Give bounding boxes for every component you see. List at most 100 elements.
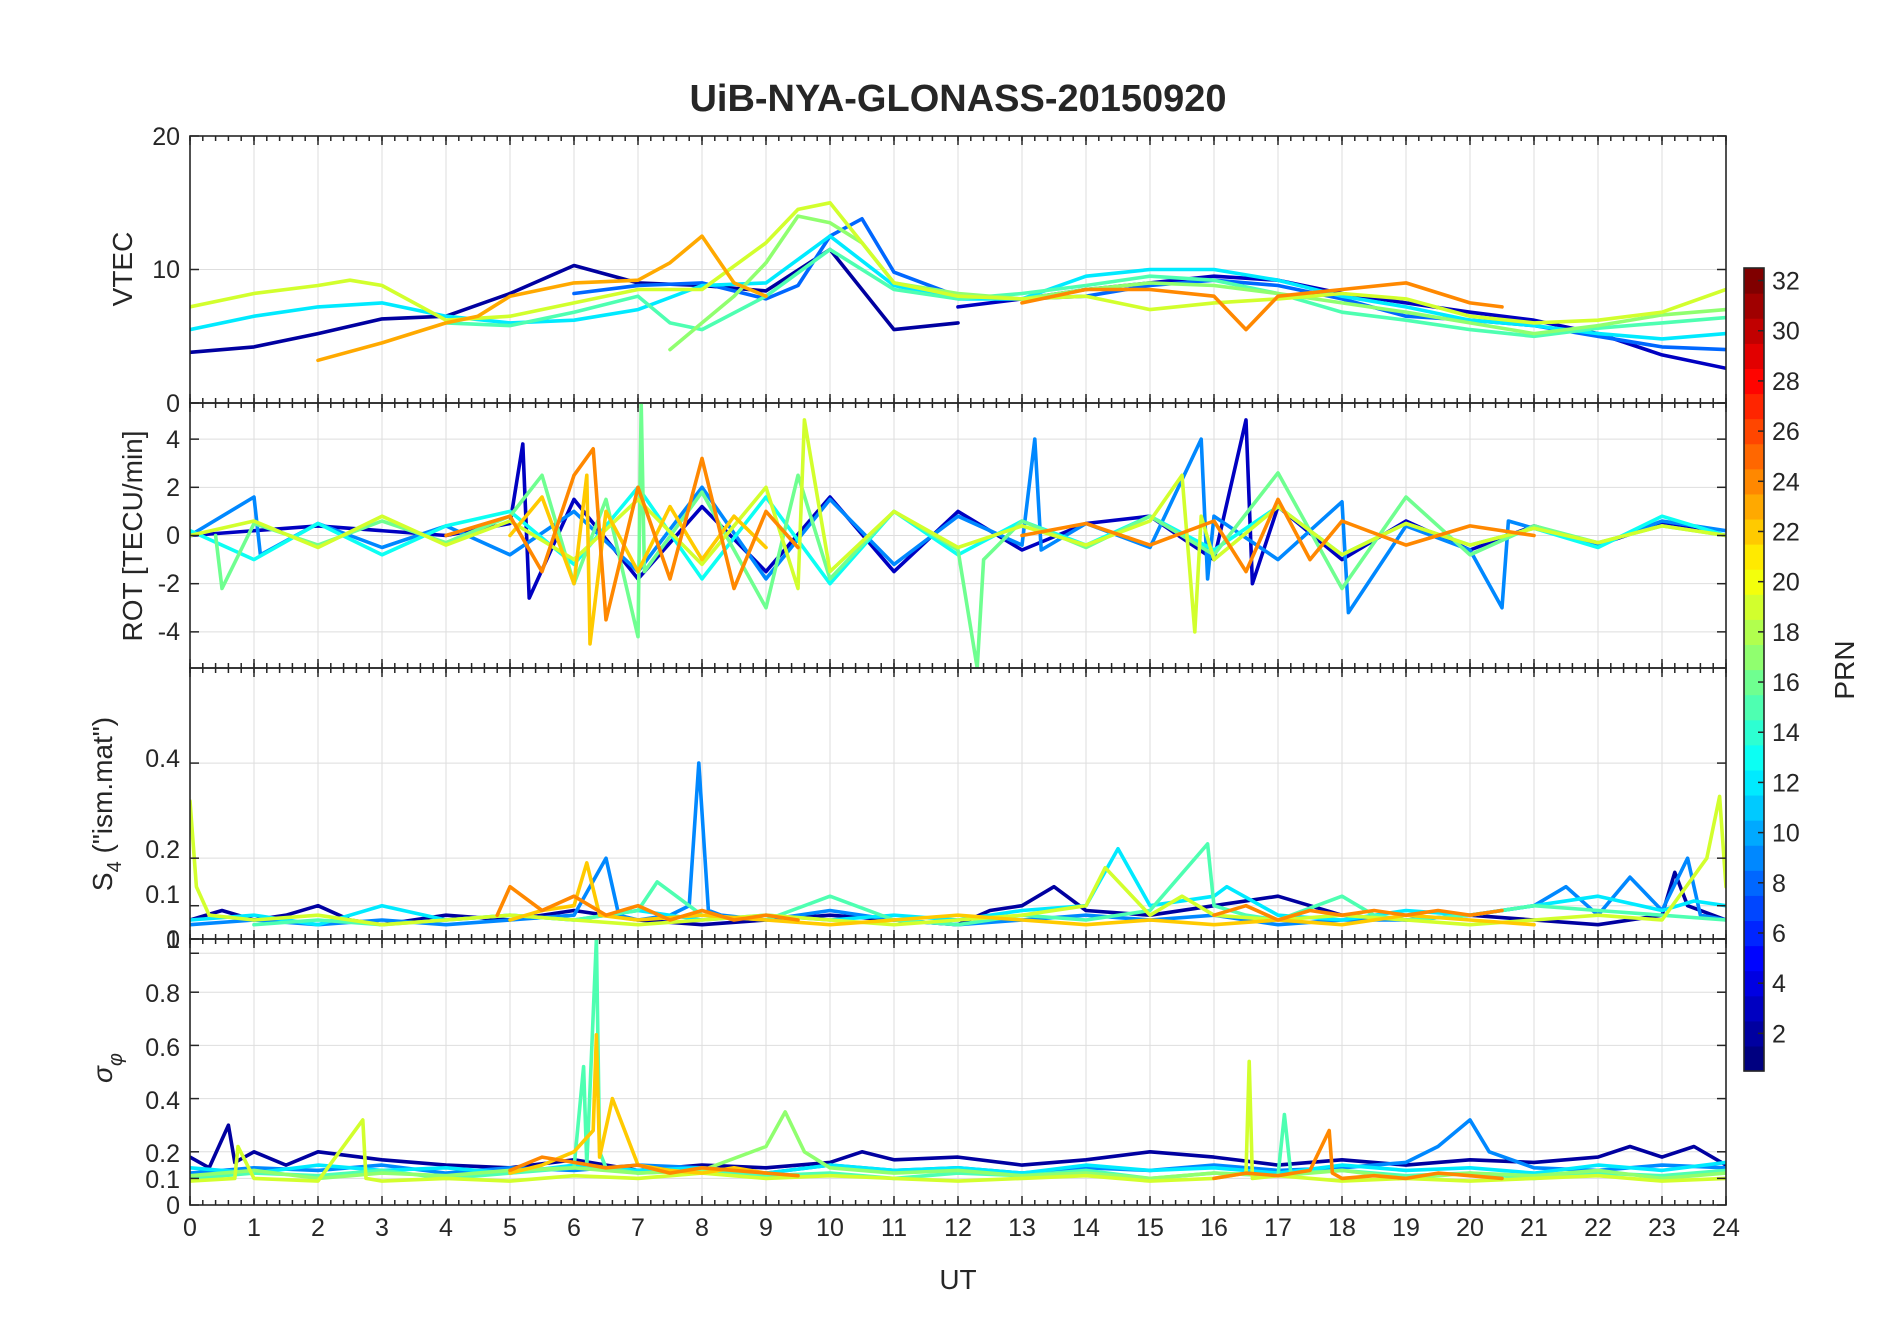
colorbar-cell bbox=[1744, 368, 1764, 395]
x-tick-label: 13 bbox=[1008, 1214, 1036, 1242]
series-s4-prn-24-6 bbox=[495, 884, 800, 922]
colorbar-tick-label: 26 bbox=[1772, 418, 1800, 446]
series-rot-prn-24-7 bbox=[1020, 497, 1536, 574]
colorbar-tick-label: 14 bbox=[1772, 719, 1800, 747]
colorbar-tick-label: 28 bbox=[1772, 368, 1800, 396]
colorbar-cell bbox=[1744, 1020, 1764, 1047]
x-tick-label: 3 bbox=[375, 1214, 389, 1242]
y-tick-sigma-0.1: 0.1 bbox=[145, 1166, 180, 1194]
colorbar-cell bbox=[1744, 870, 1764, 896]
x-tick-label: 1 bbox=[247, 1214, 261, 1242]
grid-sigma bbox=[189, 938, 1727, 1206]
x-tick-label: 18 bbox=[1328, 1214, 1356, 1242]
colorbar-cell bbox=[1744, 418, 1764, 445]
x-tick-label: 21 bbox=[1520, 1214, 1548, 1242]
colorbar-cell bbox=[1744, 293, 1764, 319]
colorbar-cell bbox=[1744, 794, 1764, 821]
series-group-sigma bbox=[190, 939, 1726, 1183]
y-tick-rot-4: 4 bbox=[166, 426, 180, 454]
ticks-vtec bbox=[189, 135, 1727, 404]
colorbar-cell bbox=[1744, 719, 1764, 746]
x-tick-label: 7 bbox=[631, 1214, 645, 1242]
y-tick-sigma-0.6: 0.6 bbox=[145, 1034, 180, 1062]
series-group-vtec bbox=[190, 201, 1726, 371]
colorbar-cell bbox=[1744, 443, 1764, 470]
y-tick-s4-0.4: 0.4 bbox=[145, 745, 180, 773]
colorbar-cell bbox=[1744, 544, 1764, 570]
x-tick-label: 22 bbox=[1584, 1214, 1612, 1242]
colorbar-cell bbox=[1744, 619, 1764, 645]
x-tick-label: 0 bbox=[183, 1214, 197, 1242]
panel-rot: -4 -2 0 2 4 ROT [TECU/min] bbox=[117, 402, 1727, 669]
y-axis-label-s4: S4 ("ism.mat") bbox=[87, 717, 126, 891]
colorbar-cell bbox=[1744, 970, 1764, 997]
series-sigma-prn-24-7 bbox=[508, 1155, 800, 1178]
colorbar-cell bbox=[1744, 995, 1764, 1022]
x-tick-label: 24 bbox=[1712, 1214, 1740, 1242]
x-tick-label: 20 bbox=[1456, 1214, 1484, 1242]
series-group-rot bbox=[190, 403, 1726, 668]
colorbar-tick-label: 32 bbox=[1772, 268, 1800, 296]
y-tick-s4-0.1: 0.1 bbox=[145, 881, 180, 909]
y-axis-label-vtec: VTEC bbox=[107, 232, 138, 307]
colorbar-cell bbox=[1744, 744, 1764, 771]
series-sigma-prn-24-8 bbox=[1212, 1128, 1504, 1181]
y-axis-label-sigma-sub: φ bbox=[105, 1053, 127, 1066]
colorbar-cell bbox=[1744, 343, 1764, 369]
series-rot-prn-16-3 bbox=[213, 403, 1726, 668]
x-tick-label: 16 bbox=[1200, 1214, 1228, 1242]
colorbar-cell bbox=[1744, 820, 1764, 846]
colorbar-frame bbox=[1743, 267, 1765, 1072]
colorbar-tick-label: 20 bbox=[1772, 569, 1800, 597]
figure-title: UiB-NYA-GLONASS-20150920 bbox=[689, 78, 1226, 120]
series-s4-prn-19-4 bbox=[190, 794, 1726, 927]
y-tick-sigma-0: 0 bbox=[166, 1192, 180, 1220]
series-s4-prn-15-3 bbox=[252, 842, 1726, 927]
grid-vtec bbox=[189, 135, 1727, 404]
y-tick-rot-neg2: -2 bbox=[158, 570, 180, 598]
series-vtec-prn-15-4 bbox=[444, 247, 1726, 339]
series-rot-prn-24-6 bbox=[444, 446, 800, 622]
colorbar-cell bbox=[1744, 569, 1764, 595]
colorbar-cell bbox=[1744, 845, 1764, 871]
x-tick-label: 5 bbox=[503, 1214, 517, 1242]
x-tick-label: 4 bbox=[439, 1214, 453, 1242]
x-tick-labels: 0 1 2 3 4 5 6 7 8 9 10 11 12 13 14 15 16 17 18 19 20 21 22 23 24 bbox=[183, 1214, 1740, 1242]
y-tick-vtec-10: 10 bbox=[152, 256, 180, 284]
series-vtec-prn-24-8 bbox=[1020, 281, 1504, 332]
y-tick-vtec-0: 0 bbox=[166, 390, 180, 418]
colorbar-tick-label: 2 bbox=[1772, 1020, 1786, 1048]
colorbar-tick-label: 24 bbox=[1772, 468, 1800, 496]
panel-sigma: 0 0.1 0.2 0.4 0.6 0.8 1 σφ bbox=[87, 926, 1727, 1220]
axes-frame-sigma bbox=[189, 938, 1727, 1206]
colorbar-cell bbox=[1744, 493, 1764, 520]
colorbar-tick-label: 10 bbox=[1772, 820, 1800, 848]
series-group-s4 bbox=[190, 761, 1726, 927]
series-s4-prn-24-7 bbox=[1212, 903, 1504, 922]
colorbar-tick-label: 6 bbox=[1772, 920, 1786, 948]
colorbar-cell bbox=[1744, 644, 1764, 671]
colorbar-cell bbox=[1744, 920, 1764, 947]
series-sigma-prn-22-6 bbox=[508, 1033, 768, 1175]
colorbar-cell bbox=[1744, 393, 1764, 420]
y-axis-label-s4-rest: ("ism.mat") bbox=[87, 717, 118, 861]
x-tick-label: 8 bbox=[695, 1214, 709, 1242]
x-tick-label: 12 bbox=[944, 1214, 972, 1242]
series-s4-prn-22-5 bbox=[508, 861, 1536, 927]
colorbar-tick-label: 22 bbox=[1772, 518, 1800, 546]
y-axis-label-sigma: σφ bbox=[87, 1053, 127, 1083]
series-rot-prn-19-4 bbox=[190, 418, 1726, 634]
colorbar-cell bbox=[1744, 694, 1764, 721]
y-tick-sigma-0.4: 0.4 bbox=[145, 1087, 180, 1115]
x-tick-label: 11 bbox=[881, 1214, 907, 1242]
colorbar-tick-label: 4 bbox=[1772, 970, 1786, 998]
y-tick-sigma-0.8: 0.8 bbox=[145, 980, 180, 1008]
colorbar-cell bbox=[1744, 518, 1764, 545]
grid-rot bbox=[189, 403, 1727, 668]
y-tick-sigma-1: 1 bbox=[166, 926, 180, 954]
series-rot-prn-22-5 bbox=[508, 473, 768, 646]
x-tick-label: 14 bbox=[1072, 1214, 1100, 1242]
